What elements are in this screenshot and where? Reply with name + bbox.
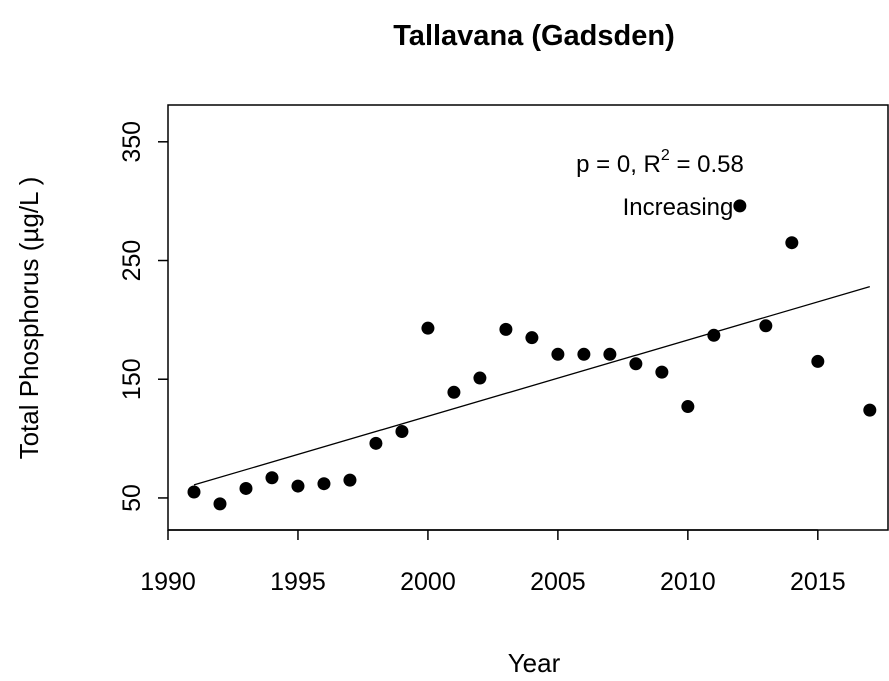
annotation: p = 0, R2 = 0.58 — [576, 147, 744, 178]
point — [317, 477, 331, 491]
y-tick-label: 250 — [118, 240, 146, 282]
point — [499, 322, 513, 336]
x-tick-label: 2005 — [530, 568, 586, 596]
point — [447, 385, 461, 399]
y-axis-title: Total Phosphorus (µg/L ) — [14, 177, 44, 460]
annotation-text: p = 0, R — [576, 151, 661, 178]
y-tick-label: 50 — [118, 484, 146, 512]
x-tick-label: 1995 — [270, 568, 326, 596]
point — [343, 473, 357, 487]
trend-line — [193, 286, 870, 486]
point — [759, 319, 773, 333]
trend-label: Increasing — [623, 194, 734, 221]
point — [421, 321, 435, 335]
chart-title: Tallavana (Gadsden) — [393, 20, 675, 52]
point — [733, 199, 747, 213]
point — [707, 328, 721, 342]
y-tick-label: 150 — [118, 358, 146, 400]
point — [239, 481, 253, 495]
annotation-text: = 0.58 — [670, 151, 744, 178]
point — [473, 371, 487, 385]
point — [603, 347, 617, 361]
point — [863, 403, 877, 417]
x-tick-label: 2015 — [790, 568, 846, 596]
point — [681, 400, 695, 414]
annotation-superscript: 2 — [661, 147, 670, 164]
point — [291, 479, 305, 493]
point — [629, 357, 643, 371]
point — [655, 365, 669, 379]
plot-frame — [167, 104, 889, 531]
point — [213, 497, 227, 511]
point — [187, 485, 201, 499]
y-tick-label: 350 — [118, 121, 146, 163]
x-axis-title: Year — [508, 648, 561, 678]
point — [525, 331, 539, 345]
point — [785, 236, 799, 250]
x-tick-label: 1990 — [140, 568, 196, 596]
point — [369, 436, 383, 450]
x-tick-label: 2010 — [660, 568, 716, 596]
point — [551, 347, 565, 361]
point — [265, 471, 279, 485]
x-tick-label: 2000 — [400, 568, 456, 596]
point — [577, 347, 591, 361]
point — [811, 354, 825, 368]
point — [395, 424, 409, 438]
